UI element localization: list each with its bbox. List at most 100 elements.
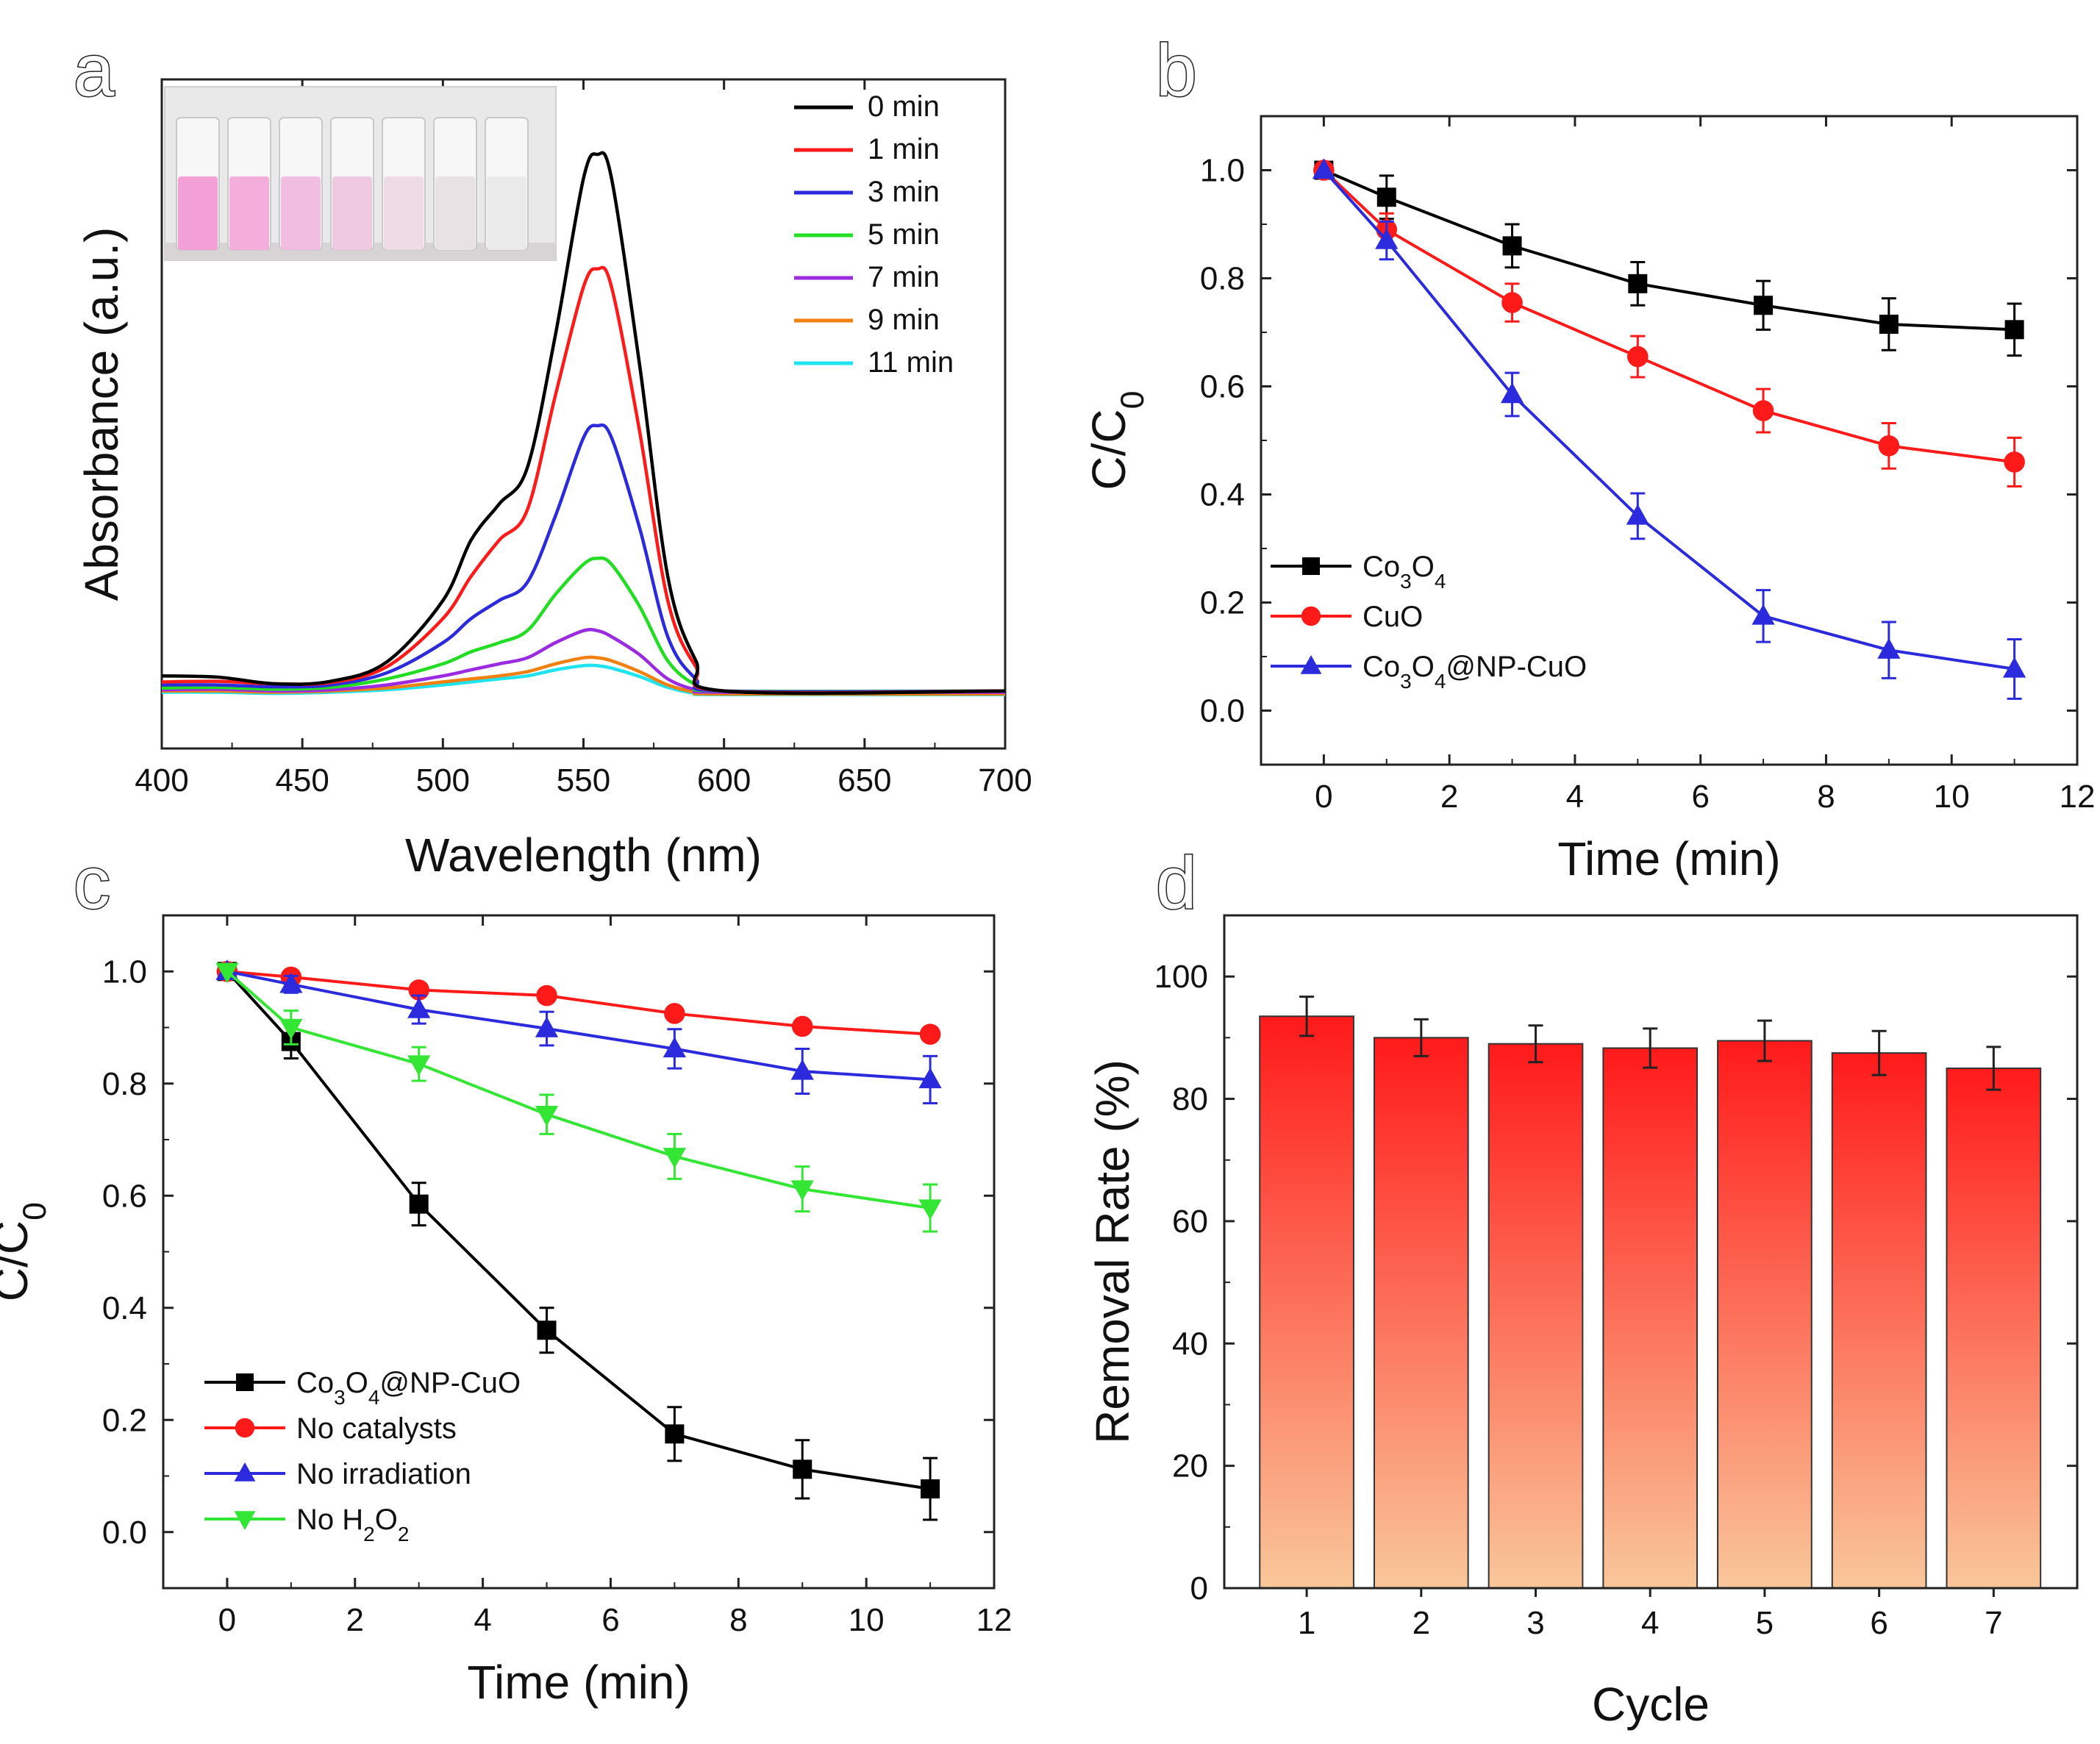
data-point [407,1055,431,1076]
legend-label-part: 2 [363,1523,375,1545]
bar [1373,1037,1469,1589]
data-point [918,1068,942,1089]
y-tick-label: 0.2 [1200,585,1245,621]
legend-label-part: No irradiation [296,1458,471,1490]
x-tick-label: 2 [1440,779,1458,815]
legend-label-part: Co [1362,551,1400,583]
data-point [791,1015,813,1037]
data-point [536,984,557,1007]
x-axis-label: Time (min) [1557,832,1780,885]
x-tick-label: 500 [416,762,470,798]
panel-label-c: c [74,842,110,924]
bar [1488,1043,1584,1589]
data-point [407,997,431,1018]
spectrum-line [161,151,1006,696]
x-tick-label: 4 [1566,779,1584,815]
vial-liquid [229,176,269,250]
y-tick-label: 0.0 [102,1515,147,1551]
data-point [535,1105,559,1126]
x-axis-label: Cycle [1592,1678,1710,1731]
data-point [1376,187,1396,207]
legend-label-part: O [346,1367,368,1399]
series-line [1323,168,2015,332]
series-line [226,970,931,1491]
bar [1946,1067,2042,1590]
legend-label-part: O [1412,551,1435,583]
legend-label-part: @NP-CuO [1446,651,1587,683]
data-point [1627,346,1649,368]
x-tick-label: 2 [1412,1605,1430,1641]
x-tick-label: 2 [346,1602,364,1638]
legend-label-part: 3 [334,1386,346,1409]
x-tick-label: 0 [1315,779,1332,815]
data-point [1754,296,1774,315]
data-point [1752,400,1774,421]
panel-b: 0 2 4 6 8 10 12 0.0 0.2 0.4 0.6 0.8 1.0 Time (min) C/C… [1082,115,2096,885]
data-point [662,1148,686,1169]
legend-label: 0 min [868,90,940,123]
y-tick-label: 1.0 [1200,153,1245,189]
y-tick-label: 0.6 [1200,369,1245,405]
legend-label-part: 4 [1435,670,1446,693]
series-line [226,970,931,1036]
x-tick-label: 8 [729,1602,747,1638]
data-point [919,1023,941,1045]
legend-marker [1301,606,1321,626]
x-tick-label: 600 [697,762,751,798]
legend-label: 5 min [868,218,940,251]
y-tick-label: 0.8 [1200,261,1245,297]
x-tick-label: 700 [978,762,1032,798]
x-tick-label: 1 [1298,1605,1315,1641]
legend-label: Co3O4 [1362,551,1446,593]
y-axis-label: Absorbance (a.u.) [75,227,128,601]
y-axis-label-main: C/C [1082,409,1135,490]
data-point [1500,382,1524,404]
y-tick-label: 0 [1190,1570,1208,1607]
bar [1259,1015,1354,1589]
x-tick-label: 400 [135,762,188,798]
x-tick-label: 4 [1641,1605,1659,1641]
y-tick-label: 80 [1172,1082,1208,1118]
data-point [215,962,239,984]
data-point [662,1037,686,1058]
data-point [1628,274,1648,293]
vial-liquid [487,176,526,250]
data-point [1501,292,1523,313]
x-tick-label: 6 [1870,1605,1888,1641]
legend-marker [234,1462,256,1482]
x-tick-label: 12 [2060,779,2096,815]
data-point [279,1018,303,1040]
data-point [1751,604,1775,625]
y-axis-label-main: C/C [0,1221,38,1301]
series-line [1322,169,2015,671]
vial-liquid [384,176,424,250]
legend-label: 9 min [868,304,940,336]
x-tick-label: 650 [838,762,891,798]
x-tick-label: 7 [1985,1605,2002,1641]
vial-liquid [332,176,372,250]
legend-label-part: Co [296,1367,334,1399]
series-line [226,970,931,1210]
legend-label-part: 2 [398,1523,410,1545]
data-point [2004,451,2025,473]
legend-label: 7 min [868,261,940,293]
data-point [535,1016,559,1037]
data-point [793,1459,813,1479]
data-point [1312,158,1335,179]
data-point [2004,320,2024,340]
data-point [409,1194,429,1214]
panel-d: 1 2 3 4 5 6 7 0 20 40 60 80 100 Cycle Removal Rate (%) [1086,914,2079,1731]
y-axis-label-sub: 0 [16,1202,53,1221]
legend-label: 1 min [868,133,940,165]
legend-label: No irradiation [296,1458,471,1490]
y-tick-label: 1.0 [102,954,147,990]
legend-label-part: 4 [1435,570,1446,593]
vial-liquid [178,176,218,250]
x-tick-label: 6 [1691,779,1709,815]
legend-label-part: 4 [368,1386,380,1409]
x-tick-label: 10 [1934,779,1970,815]
legend-marker [235,1418,255,1438]
legend-marker [234,1511,256,1530]
legend-label: No catalysts [296,1412,457,1445]
series-line [226,970,931,1082]
